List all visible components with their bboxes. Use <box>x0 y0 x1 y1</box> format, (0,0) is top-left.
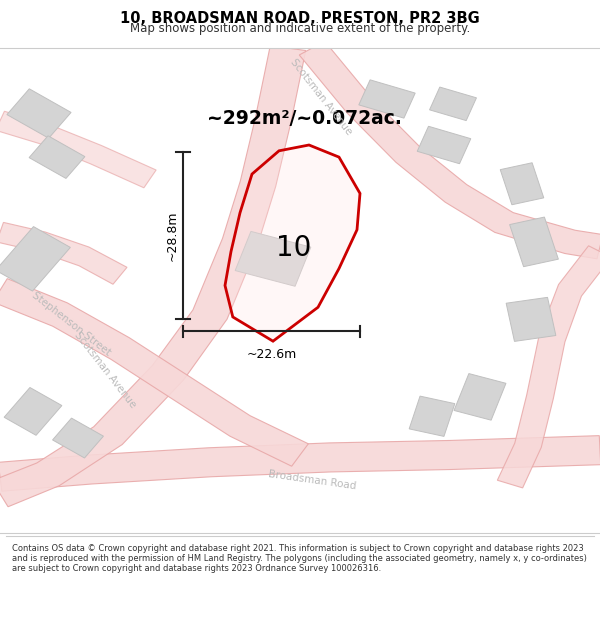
Polygon shape <box>0 227 70 291</box>
Text: Scotsman Avenue: Scotsman Avenue <box>289 57 353 136</box>
Polygon shape <box>0 111 156 188</box>
Text: Stephenson Street: Stephenson Street <box>29 291 112 358</box>
Polygon shape <box>7 89 71 138</box>
Polygon shape <box>500 162 544 205</box>
Polygon shape <box>225 145 360 341</box>
Polygon shape <box>299 41 600 259</box>
Text: Contains OS data © Crown copyright and database right 2021. This information is : Contains OS data © Crown copyright and d… <box>12 544 587 573</box>
Polygon shape <box>430 87 476 121</box>
Polygon shape <box>0 279 308 466</box>
Text: Broadsman Road: Broadsman Road <box>268 469 356 491</box>
Polygon shape <box>497 246 600 488</box>
Polygon shape <box>235 231 311 286</box>
Text: 10, BROADSMAN ROAD, PRESTON, PR2 3BG: 10, BROADSMAN ROAD, PRESTON, PR2 3BG <box>120 11 480 26</box>
Polygon shape <box>0 222 127 284</box>
Polygon shape <box>409 396 455 436</box>
Polygon shape <box>29 136 85 179</box>
Polygon shape <box>0 436 600 491</box>
Text: ~28.8m: ~28.8m <box>166 211 179 261</box>
Polygon shape <box>506 298 556 341</box>
Text: ~22.6m: ~22.6m <box>247 349 296 361</box>
Polygon shape <box>417 126 471 164</box>
Text: Map shows position and indicative extent of the property.: Map shows position and indicative extent… <box>130 22 470 34</box>
Text: Scotsman Avenue: Scotsman Avenue <box>73 331 137 410</box>
Polygon shape <box>4 388 62 436</box>
Polygon shape <box>359 80 415 118</box>
Polygon shape <box>0 46 306 507</box>
Text: ~292m²/~0.072ac.: ~292m²/~0.072ac. <box>207 109 402 128</box>
Text: 10: 10 <box>277 234 311 262</box>
Polygon shape <box>53 418 103 458</box>
Polygon shape <box>454 374 506 420</box>
Polygon shape <box>509 217 559 267</box>
